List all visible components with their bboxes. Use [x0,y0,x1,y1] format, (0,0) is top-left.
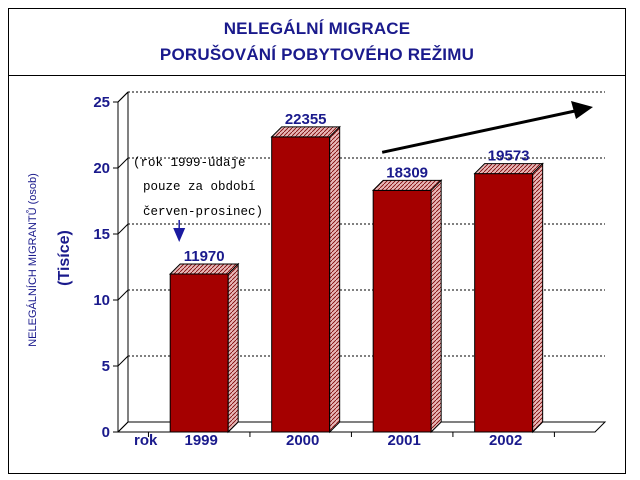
chart-title-line-2: PORUŠOVÁNÍ POBYTOVÉHO REŽIMU [159,44,475,64]
data-label-1999: 11970 [184,248,225,265]
bar-2000 [271,136,331,433]
chart-frame [8,8,626,474]
y-tick-label: 25 [93,94,110,111]
y-tick-label: 10 [93,292,110,309]
bar-side-2000 [329,125,341,434]
x-tick-label-2002: 2002 [489,432,522,449]
trend-arrow-head [571,101,593,119]
bar-2001 [372,189,432,433]
data-label-2000: 22355 [285,111,327,128]
x-axis-label: rok [134,432,158,449]
y-tick-label: 5 [102,358,110,375]
y-axis-label: NELEGÁLNÍCH MIGRANTŮ (osob) [26,173,39,347]
y-axis-unit: (Tisíce) [56,230,73,286]
bar-top-2002 [473,163,544,175]
gridline-side [117,157,129,169]
data-label-2002: 19573 [488,148,530,165]
note-line-1: (rok 1999-údaje [133,156,246,170]
y-tick-label: 0 [102,424,110,441]
gridline-side [117,421,129,433]
gridline-side [117,91,129,103]
title-box: NELEGÁLNÍ MIGRACE PORUŠOVÁNÍ POBYTOVÉHO … [8,8,626,76]
gridline-side [117,289,129,301]
bar-top-2001 [371,179,443,191]
x-tick-label-2000: 2000 [286,432,319,449]
bar-side-2001 [430,179,442,434]
bar-2002 [474,173,534,433]
x-tick-label-2001: 2001 [387,432,420,449]
bar-side-2002 [532,162,544,434]
trend-arrow-line [381,109,576,154]
gridline-side [117,355,129,367]
bar-top-1999 [168,263,240,275]
bar-1999 [169,273,229,433]
chart-title-line-1: NELEGÁLNÍ MIGRACE [223,18,411,38]
note-line-3: červen-prosinec) [143,205,263,219]
y-tick-label: 20 [93,160,110,177]
x-tick-label-1999: 1999 [185,432,218,449]
bar-top-2000 [270,126,341,138]
gridline-side [117,223,129,235]
y-tick-label: 15 [93,226,110,243]
data-label-2001: 18309 [386,164,428,181]
note-line-2: pouze za období [143,180,256,194]
note-arrow-head [173,228,186,242]
bar-side-1999 [227,262,239,434]
